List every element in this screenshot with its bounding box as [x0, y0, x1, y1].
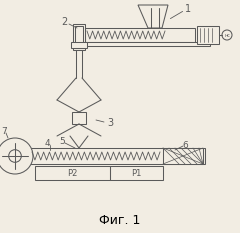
Text: 2: 2 — [61, 17, 67, 27]
Text: нс: нс — [224, 33, 230, 38]
Bar — [30, 148, 205, 164]
Bar — [75, 26, 83, 48]
Bar — [85, 28, 195, 42]
Polygon shape — [138, 5, 168, 28]
Bar — [35, 166, 110, 180]
Bar — [85, 42, 210, 46]
Bar — [72, 112, 86, 124]
Circle shape — [222, 30, 232, 40]
Circle shape — [9, 150, 21, 162]
Text: P2: P2 — [67, 169, 78, 178]
Text: P1: P1 — [131, 169, 142, 178]
Text: Фиг. 1: Фиг. 1 — [99, 213, 141, 226]
Text: 7: 7 — [1, 127, 7, 137]
Bar — [71, 42, 87, 48]
Bar — [73, 24, 85, 50]
Bar — [110, 166, 163, 180]
Text: 6: 6 — [182, 140, 188, 150]
Bar — [197, 26, 219, 44]
Text: 3: 3 — [107, 118, 113, 128]
Text: 5: 5 — [59, 137, 65, 147]
Bar — [163, 148, 203, 164]
Text: 4: 4 — [44, 140, 50, 148]
Circle shape — [0, 138, 33, 174]
Text: 1: 1 — [185, 4, 191, 14]
